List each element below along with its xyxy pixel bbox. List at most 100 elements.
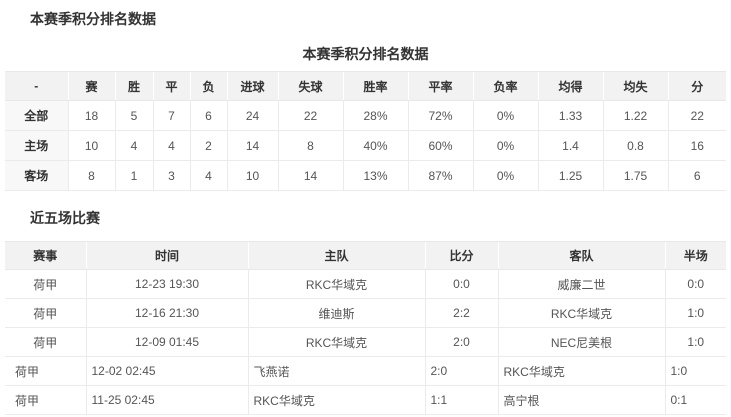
match-home-cell: RKC华域克 — [247, 269, 425, 299]
season-header-cell: 平率 — [407, 71, 473, 101]
match-score-cell: 1:1 — [424, 385, 498, 415]
season-cell: 40% — [342, 130, 408, 161]
match-away-cell: RKC华域克 — [497, 298, 665, 328]
season-cell: 1.25 — [537, 160, 603, 191]
season-cell: 13% — [342, 160, 408, 191]
season-row-label: 全部 — [5, 100, 68, 131]
season-cell: 0% — [472, 100, 538, 131]
match-row: 荷甲 12-16 21:30 维迪斯 2:2 RKC华域克 1:0 — [5, 298, 726, 328]
season-header-cell: 失球 — [277, 71, 343, 101]
season-cell: 10 — [226, 160, 278, 191]
season-header-cell: 负 — [189, 71, 227, 101]
match-half-cell: 0:0 — [664, 269, 726, 299]
season-cell: 5 — [114, 100, 153, 131]
match-half-cell: 1:0 — [664, 327, 726, 357]
page-title: 本赛季积分排名数据 — [30, 11, 156, 27]
match-home-cell: RKC华域克 — [247, 385, 425, 415]
season-header-row: - 赛 胜 平 负 进球 失球 胜率 平率 负率 均得 均失 分 — [5, 71, 726, 101]
season-cell: 87% — [407, 160, 473, 191]
match-half-cell: 1:0 — [664, 298, 726, 328]
season-header-cell: 负率 — [472, 71, 538, 101]
season-cell: 16 — [667, 130, 726, 161]
match-score-cell: 2:2 — [424, 298, 498, 328]
match-row: 荷甲 12-23 19:30 RKC华域克 0:0 威廉二世 0:0 — [5, 269, 726, 299]
season-cell: 4 — [189, 160, 227, 191]
season-header-cell: 分 — [667, 71, 726, 101]
match-score-cell: 0:0 — [424, 269, 498, 299]
match-time-cell: 12-23 19:30 — [85, 269, 248, 299]
match-time-cell: 12-02 02:45 — [85, 356, 248, 386]
season-cell: 18 — [67, 100, 115, 131]
match-row: 荷甲 11-25 02:45 RKC华域克 1:1 高宁根 0:1 — [5, 385, 726, 415]
season-cell: 4 — [114, 130, 153, 161]
recent-matches-title: 近五场比赛 — [30, 210, 100, 226]
season-stats-table: - 赛 胜 平 负 进球 失球 胜率 平率 负率 均得 均失 分 全部 18 5… — [5, 71, 726, 191]
season-row-away: 客场 8 1 3 4 10 14 13% 87% 0% 1.25 1.75 6 — [5, 160, 726, 191]
season-header-cell: - — [5, 71, 68, 101]
match-away-cell: 高宁根 — [497, 385, 665, 415]
match-row: 荷甲 12-09 01:45 RKC华域克 2:0 NEC尼美根 1:0 — [5, 327, 726, 357]
recent-header-cell: 时间 — [85, 241, 248, 270]
match-time-cell: 12-16 21:30 — [85, 298, 248, 328]
recent-header-cell: 半场 — [664, 241, 726, 270]
season-cell: 10 — [67, 130, 115, 161]
season-cell: 0.8 — [602, 130, 668, 161]
match-time-cell: 11-25 02:45 — [85, 385, 248, 415]
season-cell: 14 — [277, 160, 343, 191]
recent-header-cell: 主队 — [247, 241, 425, 270]
season-cell: 14 — [226, 130, 278, 161]
season-row-home: 主场 10 4 4 2 14 8 40% 60% 0% 1.4 0.8 16 — [5, 130, 726, 161]
match-away-cell: RKC华域克 — [497, 356, 665, 386]
season-header-cell: 胜 — [114, 71, 153, 101]
season-cell: 2 — [189, 130, 227, 161]
match-league-cell: 荷甲 — [5, 298, 86, 328]
season-header-cell: 赛 — [67, 71, 115, 101]
season-header-cell: 平 — [152, 71, 190, 101]
match-half-cell: 1:0 — [664, 356, 726, 386]
season-cell: 1.33 — [537, 100, 603, 131]
season-cell: 0% — [472, 130, 538, 161]
recent-header-cell: 客队 — [497, 241, 665, 270]
match-away-cell: NEC尼美根 — [497, 327, 665, 357]
season-row-label: 主场 — [5, 130, 68, 161]
match-score-cell: 2:0 — [424, 327, 498, 357]
season-cell: 1 — [114, 160, 153, 191]
season-cell: 60% — [407, 130, 473, 161]
season-cell: 1.22 — [602, 100, 668, 131]
season-cell: 28% — [342, 100, 408, 131]
match-away-cell: 威廉二世 — [497, 269, 665, 299]
season-cell: 6 — [189, 100, 227, 131]
season-cell: 24 — [226, 100, 278, 131]
season-cell: 1.4 — [537, 130, 603, 161]
season-cell: 22 — [667, 100, 726, 131]
match-row: 荷甲 12-02 02:45 飞燕诺 2:0 RKC华域克 1:0 — [5, 356, 726, 386]
match-home-cell: 飞燕诺 — [247, 356, 425, 386]
match-half-cell: 0:1 — [664, 385, 726, 415]
match-league-cell: 荷甲 — [5, 356, 86, 386]
recent-header-cell: 比分 — [424, 241, 498, 270]
season-cell: 4 — [152, 130, 190, 161]
recent-matches-table: 赛事 时间 主队 比分 客队 半场 荷甲 12-23 19:30 RKC华域克 … — [5, 241, 726, 415]
season-cell: 8 — [67, 160, 115, 191]
season-cell: 0% — [472, 160, 538, 191]
season-header-cell: 均失 — [602, 71, 668, 101]
recent-header-row: 赛事 时间 主队 比分 客队 半场 — [5, 241, 726, 270]
season-cell: 8 — [277, 130, 343, 161]
season-header-cell: 均得 — [537, 71, 603, 101]
match-score-cell: 2:0 — [424, 356, 498, 386]
season-table-title: 本赛季积分排名数据 — [302, 46, 429, 62]
season-cell: 72% — [407, 100, 473, 131]
season-cell: 7 — [152, 100, 190, 131]
match-home-cell: RKC华域克 — [247, 327, 425, 357]
match-league-cell: 荷甲 — [5, 385, 86, 415]
recent-header-cell: 赛事 — [5, 241, 86, 270]
season-cell: 1.75 — [602, 160, 668, 191]
match-league-cell: 荷甲 — [5, 327, 86, 357]
season-row-label: 客场 — [5, 160, 68, 191]
match-league-cell: 荷甲 — [5, 269, 86, 299]
season-cell: 6 — [667, 160, 726, 191]
season-cell: 3 — [152, 160, 190, 191]
season-row-total: 全部 18 5 7 6 24 22 28% 72% 0% 1.33 1.22 2… — [5, 100, 726, 131]
match-time-cell: 12-09 01:45 — [85, 327, 248, 357]
